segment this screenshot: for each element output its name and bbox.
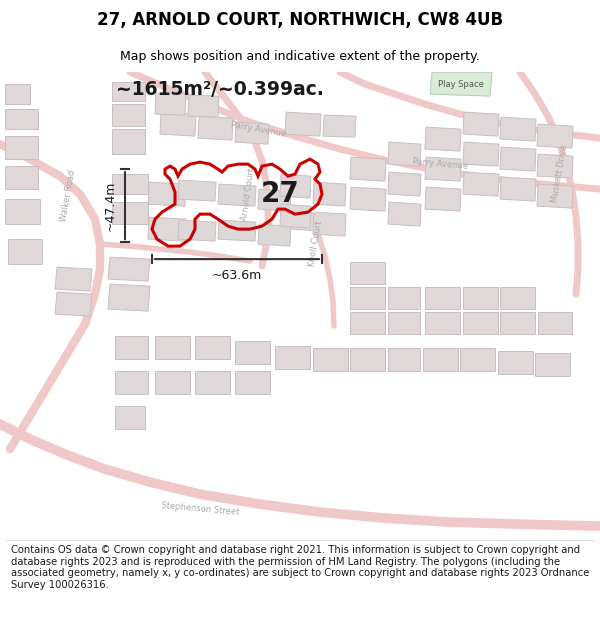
Polygon shape: [350, 157, 386, 181]
Text: ~1615m²/~0.399ac.: ~1615m²/~0.399ac.: [116, 79, 324, 99]
Polygon shape: [388, 202, 421, 226]
Polygon shape: [155, 371, 190, 394]
Polygon shape: [500, 312, 535, 334]
Polygon shape: [463, 287, 498, 309]
Polygon shape: [218, 220, 256, 241]
Polygon shape: [115, 336, 148, 359]
Polygon shape: [425, 287, 460, 309]
Polygon shape: [500, 287, 535, 309]
Text: ~47.4m: ~47.4m: [104, 181, 117, 231]
Polygon shape: [115, 371, 148, 394]
Polygon shape: [388, 287, 420, 309]
Text: 27: 27: [260, 180, 299, 208]
Polygon shape: [463, 142, 499, 166]
Polygon shape: [460, 348, 495, 371]
Polygon shape: [112, 202, 148, 224]
Polygon shape: [535, 353, 570, 376]
Polygon shape: [115, 406, 145, 429]
Text: Contains OS data © Crown copyright and database right 2021. This information is : Contains OS data © Crown copyright and d…: [11, 545, 589, 590]
Polygon shape: [425, 312, 460, 334]
Text: Map shows position and indicative extent of the property.: Map shows position and indicative extent…: [120, 49, 480, 62]
Polygon shape: [258, 224, 291, 246]
Polygon shape: [198, 116, 233, 140]
Polygon shape: [537, 124, 573, 148]
Polygon shape: [5, 166, 38, 189]
Polygon shape: [148, 182, 186, 206]
Polygon shape: [188, 95, 219, 117]
Polygon shape: [8, 239, 42, 264]
Polygon shape: [108, 284, 150, 311]
Polygon shape: [313, 212, 346, 236]
Polygon shape: [313, 348, 348, 371]
Polygon shape: [350, 287, 385, 309]
Polygon shape: [235, 341, 270, 364]
Text: Play Space: Play Space: [438, 79, 484, 89]
Polygon shape: [280, 204, 311, 228]
Polygon shape: [195, 336, 230, 359]
Polygon shape: [323, 115, 356, 137]
Polygon shape: [537, 154, 573, 178]
Polygon shape: [285, 112, 321, 136]
Polygon shape: [218, 184, 256, 206]
Text: Muskett Drive: Muskett Drive: [550, 144, 569, 204]
Polygon shape: [388, 312, 420, 334]
Polygon shape: [350, 187, 386, 211]
Polygon shape: [538, 312, 572, 334]
Polygon shape: [425, 157, 461, 181]
Polygon shape: [148, 217, 186, 241]
Polygon shape: [178, 220, 216, 241]
Polygon shape: [500, 117, 536, 141]
Polygon shape: [195, 371, 230, 394]
Polygon shape: [5, 84, 30, 104]
Text: Knoll Court: Knoll Court: [308, 221, 325, 268]
Polygon shape: [280, 174, 311, 198]
Polygon shape: [463, 112, 499, 136]
Polygon shape: [388, 142, 421, 166]
Text: Parry Avenue: Parry Avenue: [412, 158, 468, 171]
Text: Parry Avenue: Parry Avenue: [230, 120, 286, 138]
Polygon shape: [350, 262, 385, 284]
Polygon shape: [537, 184, 573, 208]
Polygon shape: [350, 312, 385, 334]
Polygon shape: [155, 336, 190, 359]
Polygon shape: [235, 371, 270, 394]
Text: 27, ARNOLD COURT, NORTHWICH, CW8 4UB: 27, ARNOLD COURT, NORTHWICH, CW8 4UB: [97, 11, 503, 29]
Polygon shape: [55, 267, 92, 291]
Polygon shape: [112, 82, 145, 101]
Polygon shape: [55, 292, 92, 316]
Polygon shape: [388, 348, 420, 371]
Polygon shape: [112, 174, 148, 194]
Polygon shape: [5, 109, 38, 129]
Text: Stephenson Street: Stephenson Street: [161, 501, 239, 517]
Polygon shape: [500, 177, 536, 201]
Polygon shape: [463, 312, 498, 334]
Polygon shape: [500, 147, 536, 171]
Polygon shape: [430, 72, 492, 96]
Polygon shape: [388, 172, 421, 196]
Polygon shape: [235, 122, 269, 144]
Polygon shape: [275, 346, 310, 369]
Polygon shape: [160, 112, 196, 136]
Polygon shape: [5, 199, 40, 224]
Polygon shape: [498, 351, 533, 374]
Polygon shape: [425, 187, 461, 211]
Polygon shape: [178, 180, 216, 201]
Text: Arnold Court: Arnold Court: [240, 168, 256, 221]
Polygon shape: [5, 136, 38, 159]
Polygon shape: [112, 104, 145, 126]
Polygon shape: [463, 172, 499, 196]
Polygon shape: [292, 212, 321, 231]
Polygon shape: [313, 182, 346, 206]
Polygon shape: [423, 348, 458, 371]
Polygon shape: [258, 189, 291, 211]
Polygon shape: [425, 127, 461, 151]
Text: Walker Road: Walker Road: [59, 169, 77, 222]
Text: ~63.6m: ~63.6m: [212, 269, 262, 282]
Polygon shape: [155, 93, 186, 115]
Polygon shape: [350, 348, 385, 371]
Polygon shape: [112, 129, 145, 154]
Polygon shape: [108, 257, 150, 281]
